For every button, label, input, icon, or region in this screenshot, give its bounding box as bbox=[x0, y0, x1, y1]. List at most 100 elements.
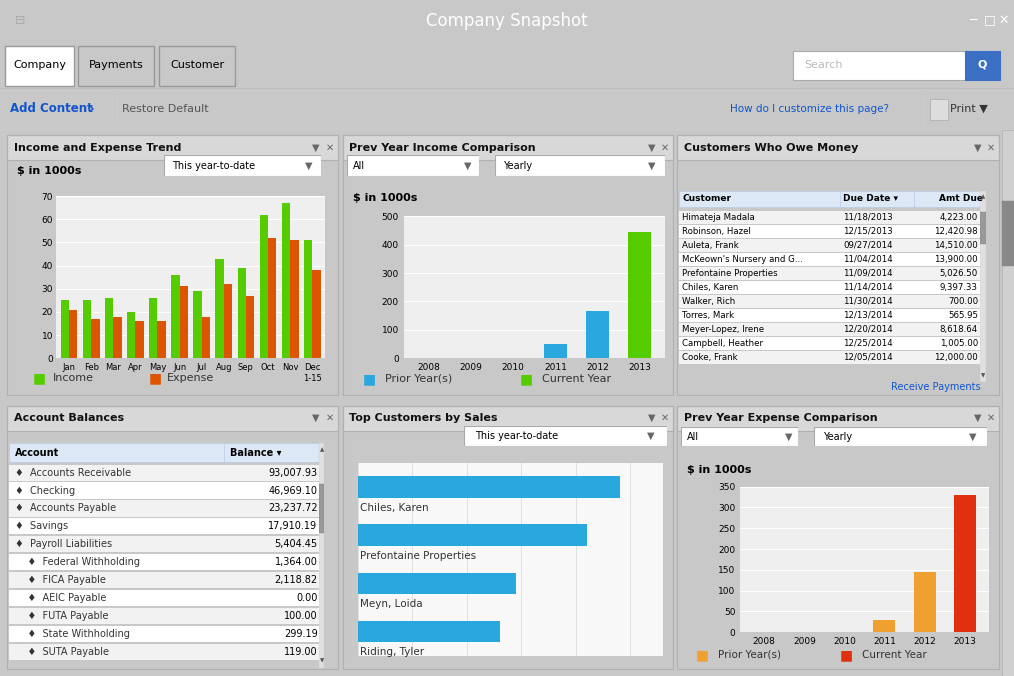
Bar bbox=[83, 300, 91, 358]
Text: Chiles, Karen: Chiles, Karen bbox=[682, 283, 739, 292]
Text: 4,223.00: 4,223.00 bbox=[940, 213, 977, 222]
Text: ✕: ✕ bbox=[325, 413, 334, 423]
Text: Yearly: Yearly bbox=[503, 161, 532, 170]
Bar bbox=[127, 312, 135, 358]
Text: 5,026.50: 5,026.50 bbox=[940, 269, 977, 278]
Text: Torres, Mark: Torres, Mark bbox=[682, 311, 734, 320]
Text: Account: Account bbox=[15, 448, 60, 458]
Bar bbox=[586, 312, 609, 358]
Text: ■: ■ bbox=[149, 371, 162, 385]
Text: ■: ■ bbox=[696, 649, 709, 662]
Bar bbox=[194, 291, 202, 358]
Bar bbox=[679, 337, 981, 349]
Text: 14,510.00: 14,510.00 bbox=[934, 241, 977, 250]
Bar bbox=[9, 536, 318, 552]
Bar bbox=[237, 268, 246, 358]
Bar bbox=[965, 51, 1000, 80]
Bar bbox=[9, 626, 318, 642]
Bar bbox=[679, 211, 981, 224]
Text: 1,364.00: 1,364.00 bbox=[275, 557, 317, 567]
Text: ♦  Accounts Payable: ♦ Accounts Payable bbox=[15, 504, 117, 514]
Bar bbox=[9, 554, 318, 571]
Bar bbox=[679, 281, 981, 293]
Text: □: □ bbox=[984, 14, 996, 26]
Text: Prefontaine Properties: Prefontaine Properties bbox=[360, 551, 477, 560]
Text: Riding, Tyler: Riding, Tyler bbox=[360, 647, 424, 657]
Text: ›: › bbox=[89, 101, 95, 116]
Bar bbox=[9, 572, 318, 588]
Bar bbox=[9, 590, 318, 606]
Bar bbox=[930, 99, 948, 120]
Text: ♦  SUTA Payable: ♦ SUTA Payable bbox=[15, 647, 110, 657]
Text: $ in 1000s: $ in 1000s bbox=[353, 193, 417, 203]
Text: Expense: Expense bbox=[167, 372, 215, 383]
Text: 13,900.00: 13,900.00 bbox=[934, 255, 977, 264]
Text: Company: Company bbox=[13, 59, 66, 70]
Bar bbox=[679, 267, 981, 280]
Text: ▼: ▼ bbox=[969, 432, 976, 441]
Bar bbox=[358, 477, 620, 498]
Bar bbox=[260, 214, 268, 358]
Text: Customers Who Owe Money: Customers Who Owe Money bbox=[683, 143, 858, 153]
Bar bbox=[9, 518, 318, 535]
Text: 9,397.33: 9,397.33 bbox=[940, 283, 977, 292]
Text: ▼: ▼ bbox=[785, 432, 792, 441]
Text: ▼: ▼ bbox=[981, 374, 986, 379]
Bar bbox=[358, 525, 587, 546]
Text: Top Customers by Sales: Top Customers by Sales bbox=[350, 413, 498, 423]
Text: 119.00: 119.00 bbox=[284, 647, 317, 657]
Bar bbox=[9, 608, 318, 624]
Text: 100.00: 100.00 bbox=[284, 611, 317, 621]
Text: ✕: ✕ bbox=[661, 413, 669, 423]
Text: 299.19: 299.19 bbox=[284, 629, 317, 639]
Text: This year-to-date: This year-to-date bbox=[172, 161, 256, 170]
Text: ♦  Payroll Liabilities: ♦ Payroll Liabilities bbox=[15, 539, 113, 550]
Text: ✕: ✕ bbox=[987, 413, 995, 423]
Bar bbox=[343, 135, 673, 160]
Bar bbox=[677, 135, 999, 160]
Bar bbox=[679, 191, 986, 207]
Bar bbox=[679, 225, 981, 238]
Text: Customer: Customer bbox=[170, 59, 224, 70]
Text: 12/05/2014: 12/05/2014 bbox=[844, 353, 893, 362]
Bar bbox=[135, 321, 144, 358]
Text: This year-to-date: This year-to-date bbox=[475, 431, 558, 441]
Text: Search: Search bbox=[804, 59, 843, 70]
Text: All: All bbox=[687, 432, 700, 441]
Text: 46,969.10: 46,969.10 bbox=[269, 485, 317, 496]
Text: ♦  AEIC Payable: ♦ AEIC Payable bbox=[15, 593, 106, 603]
Text: 2,118.82: 2,118.82 bbox=[275, 575, 317, 585]
Bar bbox=[9, 500, 318, 516]
Text: Himateja Madala: Himateja Madala bbox=[682, 213, 755, 222]
Text: Current Year: Current Year bbox=[862, 650, 927, 660]
Text: Income: Income bbox=[53, 372, 93, 383]
Text: ♦  Savings: ♦ Savings bbox=[15, 521, 69, 531]
Bar bbox=[679, 239, 981, 251]
Text: Due Date ▾: Due Date ▾ bbox=[844, 194, 898, 203]
Bar bbox=[104, 298, 114, 358]
Bar bbox=[679, 309, 981, 322]
Text: 11/09/2014: 11/09/2014 bbox=[844, 269, 893, 278]
Bar bbox=[9, 464, 318, 481]
Bar bbox=[157, 321, 166, 358]
Text: McKeown's Nursery and G...: McKeown's Nursery and G... bbox=[682, 255, 803, 264]
Bar bbox=[544, 344, 567, 358]
Text: ✕: ✕ bbox=[987, 143, 995, 153]
Text: ♦  State Withholding: ♦ State Withholding bbox=[15, 629, 131, 639]
Bar bbox=[91, 319, 99, 358]
Text: Print ▼: Print ▼ bbox=[950, 103, 988, 114]
Bar bbox=[149, 298, 157, 358]
Text: ♦  Accounts Receivable: ♦ Accounts Receivable bbox=[15, 468, 132, 478]
Bar bbox=[290, 240, 298, 358]
Text: 12/20/2014: 12/20/2014 bbox=[844, 325, 893, 334]
Bar bbox=[282, 203, 290, 358]
Text: ▼: ▼ bbox=[974, 143, 982, 153]
Text: 17,910.19: 17,910.19 bbox=[269, 521, 317, 531]
Text: ▼: ▼ bbox=[319, 658, 324, 664]
Text: 12/15/2013: 12/15/2013 bbox=[844, 227, 893, 236]
Bar bbox=[1002, 130, 1014, 676]
Text: 11/30/2014: 11/30/2014 bbox=[844, 297, 893, 306]
Bar bbox=[179, 287, 188, 358]
Text: Prior Year(s): Prior Year(s) bbox=[718, 650, 781, 660]
Text: ♦  Federal Withholding: ♦ Federal Withholding bbox=[15, 557, 140, 567]
